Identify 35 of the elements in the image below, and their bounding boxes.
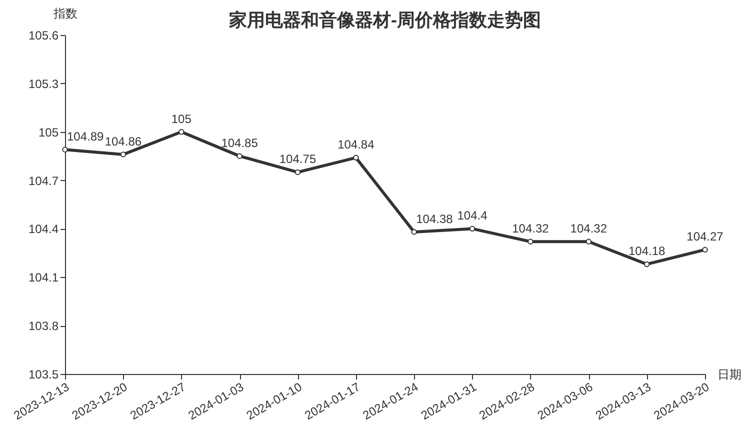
data-label: 104.27 [686,230,724,244]
data-label: 104.38 [416,212,454,226]
y-tick-label: 103.5 [28,368,59,382]
data-label: 104.85 [221,136,258,150]
point [120,152,126,158]
point [236,153,242,159]
y-tick-label: 103.8 [28,319,59,334]
data-label: 104.86 [104,134,142,148]
data-label: 104.4 [457,208,488,223]
point [178,129,184,135]
y-tick-label: 105.6 [28,28,59,42]
data-label: 104.84 [338,138,375,152]
point [411,229,417,235]
y-tick-label: 104.7 [28,174,59,188]
y-tick-label: 105.3 [28,76,59,91]
point [294,169,301,176]
data-label: 104.18 [628,244,666,258]
point [62,146,68,152]
y-tick-label: 105 [38,125,59,140]
data-label: 104.75 [279,152,316,166]
data-label: 104.32 [570,222,608,236]
chart-title: 家用电器和音像器材-周价格指数走势图 [228,10,541,30]
data-label: 104.89 [67,130,104,144]
y-tick-label: 104.4 [28,222,59,236]
point [469,226,476,232]
x-axis-title: 日期 [718,368,742,382]
point [586,238,592,244]
y-axis-title: 指数 [52,6,78,20]
data-label: 105 [171,112,192,126]
point [353,154,359,161]
y-tick-label: 104.1 [28,270,59,285]
point [702,246,708,253]
point [644,261,650,268]
data-label: 104.32 [512,222,550,236]
point [528,238,534,244]
